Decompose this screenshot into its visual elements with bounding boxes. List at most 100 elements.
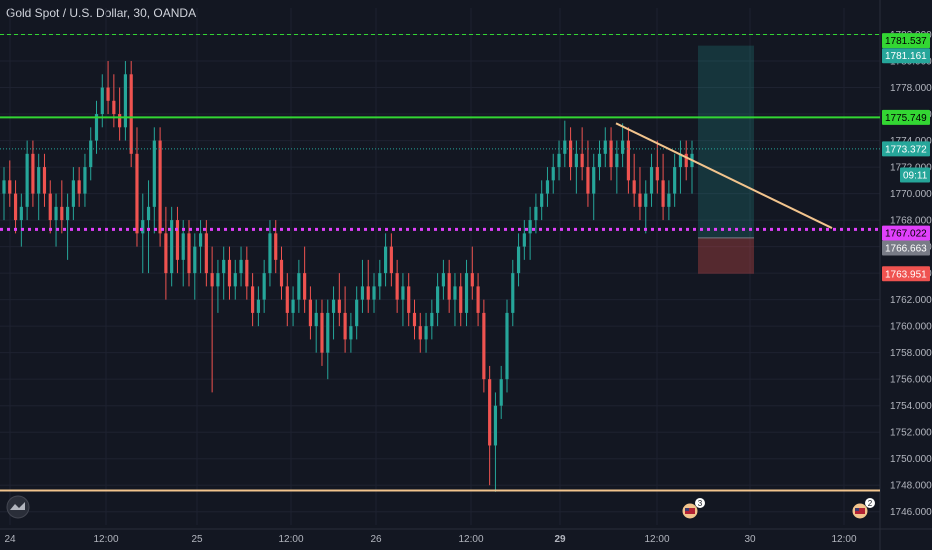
price-tag (882, 109, 930, 125)
candle-body (37, 167, 41, 194)
time-tick-label: 12:00 (278, 534, 303, 545)
candle-body (407, 286, 411, 313)
candle-body (118, 114, 122, 128)
candle-body (48, 193, 52, 221)
time-tick-label: 25 (191, 534, 203, 545)
price-tick-label: 1768.000 (890, 216, 932, 227)
event-count-badge (695, 498, 705, 508)
flag-canton (855, 508, 859, 511)
price-tag (900, 167, 930, 183)
candle-body (355, 299, 359, 327)
candle-body (42, 167, 47, 194)
candle-body (430, 312, 434, 327)
candle-body (245, 259, 249, 287)
candle-body (25, 153, 29, 207)
time-axis: 24 12:00 25 12:00 26 12:00 29 12:00 30 12:00 (4, 534, 857, 545)
candle-body (424, 326, 428, 340)
candle-body (673, 167, 677, 194)
price-tick-label: 1748.000 (890, 481, 932, 492)
candle-body (366, 286, 370, 300)
price-tick-label: 1756.000 (890, 375, 932, 386)
time-tick-label: 26 (370, 534, 382, 545)
candle-body (482, 312, 486, 380)
event-flag-icon[interactable]: 2 (851, 498, 875, 520)
candle-body (649, 167, 654, 194)
candle-body (331, 299, 336, 313)
loss-zone (698, 237, 754, 274)
flag-canton (685, 508, 689, 511)
flag-stripes (855, 508, 865, 514)
candle-body (470, 273, 474, 287)
candle-body (372, 286, 376, 300)
candle-body (71, 180, 75, 207)
chart-title: Gold Spot / U.S. Dollar, 30, OANDA (6, 6, 197, 20)
candle-body (291, 299, 295, 313)
candle-body (621, 140, 625, 154)
candle-body (227, 259, 232, 287)
candle-body (580, 153, 584, 168)
candle-body (210, 273, 214, 287)
candle-body (198, 233, 203, 247)
event-count: 2 (868, 499, 873, 508)
candle-body (146, 206, 151, 221)
event-count-badge (865, 498, 875, 508)
candle-body (54, 206, 58, 221)
time-tick-label: 24 (4, 534, 16, 545)
candle-body (326, 312, 330, 353)
candle-body (661, 180, 665, 207)
candle-body (77, 180, 81, 194)
time-tick-label: 29 (554, 534, 566, 545)
candle-body (175, 220, 180, 260)
candle-body (239, 259, 243, 274)
price-tick-label: 1754.000 (890, 401, 932, 412)
candle-body (597, 153, 602, 168)
trendline (615, 122, 833, 229)
candle-body (170, 220, 174, 274)
price-tag (882, 225, 930, 241)
price-tick-label: 1762.000 (890, 295, 932, 306)
candle-body (279, 259, 284, 287)
candle-body (603, 140, 607, 154)
candle-body (412, 312, 417, 327)
price-tag (882, 266, 930, 282)
candle-body (609, 140, 613, 168)
candle-body (476, 286, 480, 313)
candle-body (216, 273, 220, 287)
candle-body (19, 206, 23, 221)
price-tick-label: 1746.000 (890, 507, 932, 518)
price-tick-label: 1778.000 (890, 83, 932, 94)
candle-body (395, 273, 399, 300)
price-tag-label: 09:11 (903, 171, 928, 182)
event-flag-icon[interactable]: 3 (681, 498, 705, 520)
candle-body (123, 74, 128, 128)
candle-body (141, 220, 145, 234)
price-tag (882, 48, 930, 64)
candle-body (268, 233, 272, 274)
candle-body (401, 286, 405, 300)
price-tag-label: 1763.951 (885, 269, 927, 280)
candle-body (655, 167, 659, 181)
price-tag-label: 1766.663 (885, 243, 927, 254)
candle-body (667, 193, 671, 207)
profit-zone (698, 45, 754, 238)
price-tick-label: 1758.000 (890, 348, 932, 359)
level-lines (0, 34, 880, 492)
candle-body (106, 87, 110, 101)
candle-body (534, 206, 538, 221)
candle-body (453, 286, 457, 300)
candle-body (193, 246, 197, 274)
candle-body (303, 273, 307, 300)
candle-body (233, 273, 237, 287)
candle-body (297, 273, 301, 300)
tradingview-logo-icon[interactable] (6, 495, 30, 519)
candle-body (66, 206, 70, 221)
candle-body (568, 140, 573, 168)
candle-body (13, 193, 18, 221)
price-tick-label: 1760.000 (890, 322, 932, 333)
time-tick-label: 12:00 (831, 534, 856, 545)
candle-body (551, 167, 555, 181)
time-tick-label: 12:00 (644, 534, 669, 545)
candle-body (83, 167, 87, 194)
